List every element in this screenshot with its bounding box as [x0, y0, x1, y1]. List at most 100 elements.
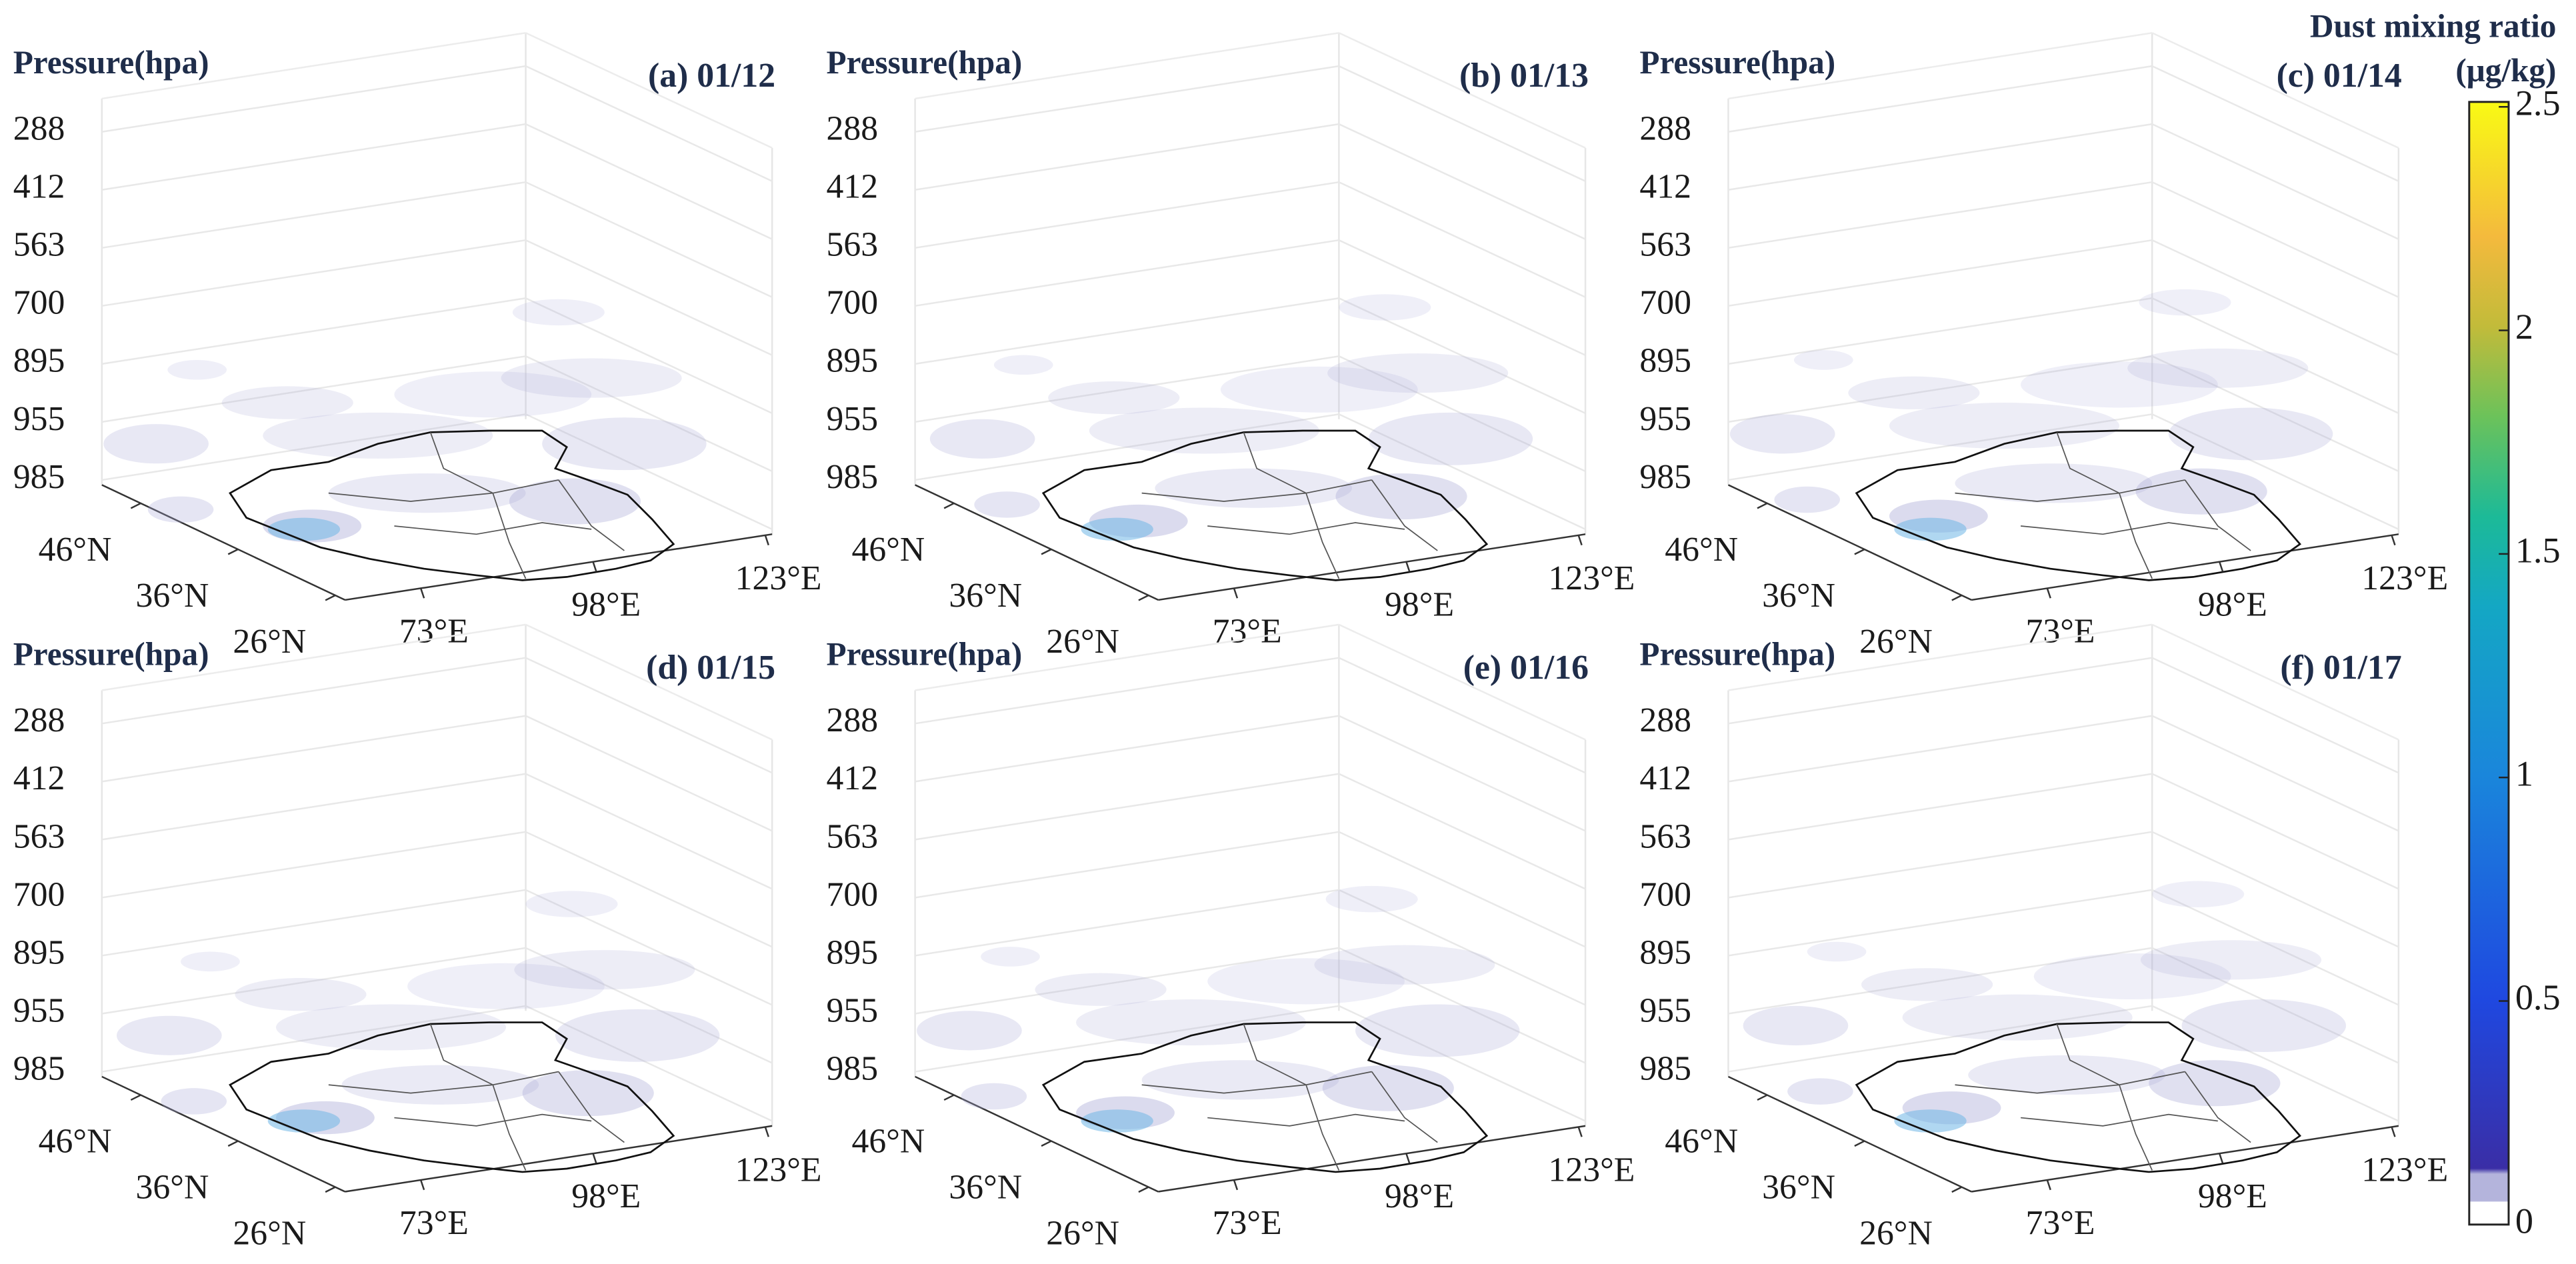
axis-line: [1971, 1125, 2399, 1193]
y-tick: [1854, 548, 1865, 555]
grid-line: [2151, 889, 2399, 1006]
grid-line: [1728, 715, 2153, 783]
grid-line: [525, 355, 773, 472]
y-tick-label: 36°N: [949, 1168, 1022, 1206]
x-tick-label: 123°E: [735, 1151, 822, 1189]
colorbar-tick-label: 0: [2515, 1201, 2533, 1241]
grid-line: [2151, 297, 2399, 414]
z-tick-label: 563: [1639, 226, 1691, 264]
grid-line: [1728, 123, 2153, 191]
grid-line: [1338, 65, 1586, 182]
map-borders: [1955, 432, 2251, 579]
grid-line: [525, 65, 773, 182]
z-tick-label: 700: [827, 875, 879, 913]
map-outline: [229, 429, 675, 581]
grid-line: [2151, 413, 2399, 531]
y-tick: [227, 548, 239, 555]
y-tick-label: 26°N: [1046, 1214, 1119, 1252]
dust-patch: [2139, 289, 2231, 316]
axis-line: [101, 484, 346, 601]
grid-line: [2151, 355, 2399, 472]
grid-line: [1338, 239, 1586, 356]
z-tick-label: 563: [13, 817, 65, 855]
dust-patch: [1743, 1005, 1849, 1046]
grid-line: [525, 831, 773, 948]
grid-line: [2151, 773, 2399, 890]
dust-patch: [512, 299, 605, 326]
grid-line: [915, 123, 1339, 191]
grid-line: [2151, 65, 2399, 182]
box-edge: [1728, 32, 2153, 100]
z-tick-label: 895: [13, 342, 65, 380]
dust-patch: [2140, 940, 2322, 980]
x-tick: [2391, 535, 2396, 546]
z-tick-label: 700: [1639, 284, 1691, 322]
dust-patch: [328, 473, 526, 513]
y-tick: [943, 1094, 955, 1101]
dust-patch: [1155, 468, 1353, 508]
dust-patch: [1787, 1078, 1853, 1105]
y-tick: [1757, 502, 1768, 509]
x-tick: [1233, 1179, 1239, 1191]
dust-patch: [1220, 366, 1418, 413]
dust-core: [267, 1109, 341, 1133]
grid-line: [101, 65, 526, 133]
grid-line: [915, 889, 1339, 957]
grid-line: [915, 1005, 1339, 1073]
dust-patch: [394, 371, 592, 418]
y-tick: [1138, 1186, 1149, 1193]
grid-line: [2151, 239, 2399, 356]
dust-patch: [1314, 945, 1495, 985]
y-tick-label: 26°N: [1859, 623, 1933, 661]
x-tick: [2391, 1127, 2396, 1137]
grid-line: [525, 889, 773, 1006]
z-tick-label: 563: [827, 817, 879, 855]
grid-line: [1728, 889, 2153, 957]
grid-line: [2151, 1005, 2399, 1122]
z-tick-label: 985: [13, 1049, 65, 1087]
grid-line: [525, 715, 773, 832]
grid-line: [2151, 123, 2399, 240]
y-tick-label: 46°N: [1665, 531, 1738, 569]
z-tick-label: 985: [827, 1049, 879, 1087]
x-tick-label: 98°E: [2198, 586, 2267, 624]
dust-patch: [1955, 463, 2153, 503]
grid-line: [101, 239, 526, 307]
box-edge: [101, 32, 526, 100]
x-tick-label: 73°E: [399, 612, 469, 650]
grid-line: [525, 1005, 773, 1122]
map-outline: [1041, 429, 1489, 581]
box-edge: [915, 32, 1339, 100]
grid-line: [1728, 239, 2153, 307]
y-tick-label: 46°N: [39, 531, 112, 569]
grid-line: [101, 355, 526, 423]
x-tick: [420, 1179, 425, 1191]
dust-patch: [2181, 999, 2346, 1052]
grid-line: [1728, 181, 2153, 249]
y-tick-label: 26°N: [1859, 1214, 1933, 1252]
y-tick-label: 26°N: [233, 623, 306, 661]
axis-line: [345, 1125, 773, 1193]
dust-core: [1081, 517, 1153, 541]
z-tick-label: 288: [1639, 701, 1691, 739]
panel-title: (b) 01/13: [1459, 57, 1589, 95]
y-tick-label: 46°N: [851, 1122, 925, 1160]
grid-line: [525, 181, 773, 298]
y-tick: [1041, 1140, 1052, 1147]
panel-title: (c) 01/14: [2277, 57, 2402, 95]
axis-line: [1971, 533, 2399, 601]
map-outline: [1855, 1021, 2301, 1173]
z-tick-label: 412: [827, 759, 879, 797]
z-tick-label: 288: [827, 110, 879, 148]
z-tick-label: 955: [827, 400, 879, 438]
map-outline: [229, 1021, 675, 1173]
box-edge: [915, 623, 1339, 691]
dust-patch: [2135, 468, 2267, 515]
z-tick-label: 412: [1639, 759, 1691, 797]
z-tick-label: 700: [1639, 875, 1691, 913]
z-tick-label: 412: [827, 168, 879, 206]
axis-line: [915, 484, 1159, 601]
z-tick-label: 955: [13, 991, 65, 1029]
grid-line: [101, 657, 526, 725]
y-tick: [130, 502, 141, 509]
